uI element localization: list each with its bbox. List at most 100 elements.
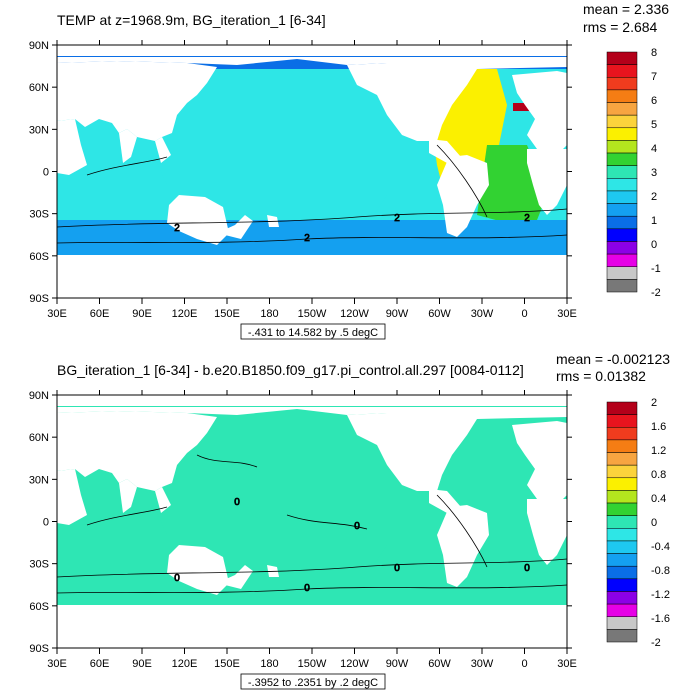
bot-contour-line xyxy=(57,584,567,594)
bot-contour-label: 0 xyxy=(524,563,530,574)
top-colorbar-swatch xyxy=(606,279,638,293)
panel-2-map: 0 0 0 0 0 0 xyxy=(57,395,567,648)
panel-1-y-axis: 90N 60N 30N 0 30S 60S 90S xyxy=(29,40,572,305)
bot-colorbar-label: -2 xyxy=(651,637,661,649)
top-x-tick-label: 60E xyxy=(90,308,110,320)
top-colorbar-swatch xyxy=(606,241,638,255)
top-colorbar-label: 0 xyxy=(651,239,657,251)
bot-x-tick-label: 30W xyxy=(471,658,494,670)
bot-y-tick-label: 0 xyxy=(43,517,49,529)
top-colorbar-swatch xyxy=(606,102,638,116)
top-region-indian-ocean xyxy=(57,125,167,241)
top-region-southern-ocean xyxy=(57,220,567,260)
top-x-tick-label: 90W xyxy=(386,308,409,320)
panel-1-mean-stat: mean = 2.336 xyxy=(583,1,669,17)
top-y-tick-label: 60S xyxy=(29,251,49,263)
top-info-box-frame xyxy=(240,323,386,340)
top-colorbar-label: -2 xyxy=(651,287,661,299)
top-colorbar-swatch xyxy=(606,51,638,65)
top-colorbar-swatch xyxy=(606,266,638,280)
top-colorbar-label: 8 xyxy=(651,47,657,59)
top-colorbar-swatch xyxy=(606,190,638,204)
top-x-tick-label: 60W xyxy=(428,308,451,320)
top-x-tick-label: 150W xyxy=(298,308,327,320)
bot-y-tick-label: 60S xyxy=(29,601,49,613)
panel-2-colorbar: 2 1.6 1.2 0.8 0.4 0 -0.4 -0.8 -1.2 -1.6 -2 xyxy=(606,397,670,649)
bot-colorbar-swatch xyxy=(606,427,638,441)
bot-colorbar-swatch xyxy=(606,553,638,567)
top-contour-label: 2 xyxy=(524,213,530,224)
panel-2-title: BG_iteration_1 [6-34] - b.e20.B1850.f09_… xyxy=(57,362,524,378)
bot-colorbar-swatch xyxy=(606,603,638,617)
top-y-tick-label: 60N xyxy=(29,82,49,94)
top-colorbar-label: 5 xyxy=(651,119,657,131)
top-colorbar-swatch xyxy=(606,165,638,179)
bot-colorbar-label: 1.6 xyxy=(651,421,666,433)
bot-x-tick-label: 120W xyxy=(340,658,369,670)
bot-contour-label: 0 xyxy=(394,563,400,574)
top-x-tick-label: 120W xyxy=(340,308,369,320)
top-x-tick-label: 180 xyxy=(260,308,278,320)
bot-info-label: -.3952 to .2351 by .2 degC xyxy=(248,677,378,689)
top-x-tick-label: 150E xyxy=(214,308,240,320)
bot-colorbar-swatch xyxy=(606,616,638,630)
panel-1-colorbar: 8 7 6 5 4 3 2 1 0 -1 -2 xyxy=(606,47,661,299)
top-colorbar-swatch xyxy=(606,215,638,230)
bot-colorbar-swatch xyxy=(606,515,638,529)
bot-colorbar-label: 0 xyxy=(651,517,657,529)
bot-colorbar-label: 1.2 xyxy=(651,445,666,457)
top-x-tick-label: 30W xyxy=(471,308,494,320)
panel-1-rms-stat: rms = 2.684 xyxy=(583,19,658,35)
bot-x-tick-label: 90W xyxy=(386,658,409,670)
top-colorbar-label: 2 xyxy=(651,191,657,203)
top-y-tick-label: 30N xyxy=(29,124,49,136)
top-x-tick-label: 0 xyxy=(521,308,527,320)
top-y-tick-label: 0 xyxy=(43,167,49,179)
panel-2: BG_iteration_1 [6-34] - b.e20.B1850.f09_… xyxy=(29,351,670,690)
top-colorbar-label: 4 xyxy=(651,143,657,155)
top-contour-label: 2 xyxy=(394,213,400,224)
top-colorbar-swatch xyxy=(606,89,638,103)
bot-colorbar-label: 0.8 xyxy=(651,469,666,481)
top-colorbar-swatch xyxy=(606,140,638,154)
bot-region-pacific-ocean xyxy=(177,417,387,587)
top-y-tick-label: 90S xyxy=(29,293,49,305)
bot-x-tick-label: 60E xyxy=(90,658,110,670)
bot-colorbar-swatch xyxy=(606,502,638,516)
top-colorbar-swatch xyxy=(606,253,638,267)
bot-colorbar-swatch xyxy=(606,490,638,504)
bot-contour-label: 0 xyxy=(304,583,310,594)
bot-y-tick-label: 90N xyxy=(29,390,49,402)
panel-2-info-box: -.3952 to .2351 by .2 degC xyxy=(240,673,386,690)
top-contour-line xyxy=(86,156,168,176)
top-colorbar-swatch xyxy=(606,178,638,192)
bot-region-indian-ocean xyxy=(57,475,167,591)
bot-x-tick-label: 120E xyxy=(172,658,198,670)
bot-colorbar-swatch xyxy=(606,629,638,643)
bot-contour-label: 0 xyxy=(234,497,240,508)
bot-contour-line xyxy=(86,506,168,526)
bot-x-tick-label: 30E xyxy=(47,658,67,670)
panel-1-title: TEMP at z=1968.9m, BG_iteration_1 [6-34] xyxy=(57,12,326,28)
bot-colorbar-swatch xyxy=(606,401,638,415)
bot-y-tick-label: 90S xyxy=(29,643,49,655)
bot-colorbar-label: -0.4 xyxy=(651,541,670,553)
top-colorbar-label: 7 xyxy=(651,71,657,83)
bot-x-tick-label: 30E xyxy=(557,658,577,670)
bot-x-tick-label: 150E xyxy=(214,658,240,670)
panel-1-info-box: -.431 to 14.582 by .5 degC xyxy=(240,323,386,340)
top-y-tick-label: 90N xyxy=(29,40,49,52)
bot-colorbar-swatch xyxy=(606,565,638,580)
top-contour-label: 2 xyxy=(174,223,180,234)
bot-colorbar-label: -1.2 xyxy=(651,589,670,601)
top-x-tick-label: 30E xyxy=(557,308,577,320)
top-colorbar-label: -1 xyxy=(651,263,661,275)
top-colorbar-swatch xyxy=(606,127,638,141)
panel-2-x-axis: 30E 60E 90E 120E 150E 180 150W 120W 90W 60W 30W 0 30… xyxy=(47,390,577,670)
panel-1-x-axis: 30E 60E 90E 120E 150E 180 150W 120W 90W 60W 30W 0 30… xyxy=(47,40,577,320)
bot-y-tick-label: 30N xyxy=(29,474,49,486)
panel-1-map: 2 2 2 2 xyxy=(57,45,567,298)
top-contour-line xyxy=(57,234,567,244)
